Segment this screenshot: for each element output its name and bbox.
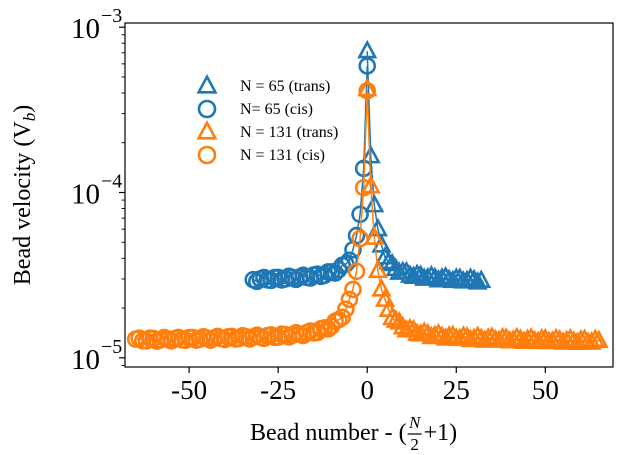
y-tick-exponent: −4 [101,171,122,193]
data-point [588,329,609,349]
y-tick-exponent: −5 [101,336,122,358]
data-point [347,226,366,245]
data-point [364,193,385,213]
series-line-1 [252,65,368,283]
y-tick-exponent: −3 [101,5,122,27]
data-point [581,331,602,350]
x-axis-label-fraction-num: N [408,413,422,432]
series-3 [126,82,377,350]
data-point [337,300,355,319]
series-line-2 [366,89,599,344]
data-point [396,260,417,280]
legend-marker [196,74,218,94]
legend-label: N = 65 (trans) [240,78,330,95]
data-point [360,144,381,164]
data-point [528,330,549,350]
series-0 [357,39,492,290]
data-point [358,57,377,75]
y-tick-label: 10 [71,344,100,376]
x-tick-label: -25 [260,375,296,405]
axis-labels: Bead number - (N 2 +1) Bead velocity (Vb) [10,105,457,454]
data-point [414,321,435,340]
data-point [333,308,352,327]
x-tick-label: 25 [443,375,470,405]
data-point [364,226,385,245]
legend-label: N= 65 (cis) [240,101,313,118]
legend-label: N = 131 (trans) [240,124,338,141]
data-point [428,268,449,288]
data-point [553,331,574,350]
data-point [467,271,488,290]
data-point [378,250,399,270]
y-axis-label: Bead velocity (Vb) [10,105,39,285]
data-point [567,331,588,350]
legend-marker [196,120,218,140]
data-point [471,269,492,288]
plot-frame [124,22,614,368]
data-point [347,262,366,281]
plot-series [126,39,609,350]
x-axis-label: Bead number - ( [250,420,407,446]
data-point [351,229,369,248]
legend-label: N = 131 (cis) [240,147,325,164]
x-tick-label: 50 [532,375,559,405]
x-tick-label: 0 [360,375,374,405]
x-axis-label-suffix: +1) [424,420,458,446]
data-point [351,205,369,224]
data-point [340,290,359,309]
data-point [357,39,378,59]
y-tick-label: 10 [71,179,100,211]
x-axis-label-fraction-den: 2 [410,435,419,454]
data-point [358,82,377,100]
data-point [488,329,510,348]
series-2 [357,77,609,350]
data-point [435,327,456,346]
data-point [367,259,388,279]
legend-marker [197,145,217,165]
legend-marker [197,99,217,119]
data-point [344,280,362,299]
legend: N = 65 (trans) N= 65 (cis) N = 131 (trans)… [196,74,338,165]
x-tick-label: -50 [171,375,207,405]
data-point [442,269,463,289]
axes [124,22,614,368]
data-point [513,330,535,350]
data-point [474,329,495,348]
data-point [354,178,373,197]
data-point [385,309,406,328]
data-point [382,306,403,326]
data-point [403,318,424,338]
data-point [449,327,470,347]
data-point [428,322,449,342]
y-tick-label: 10 [71,13,100,45]
data-point [421,264,442,284]
